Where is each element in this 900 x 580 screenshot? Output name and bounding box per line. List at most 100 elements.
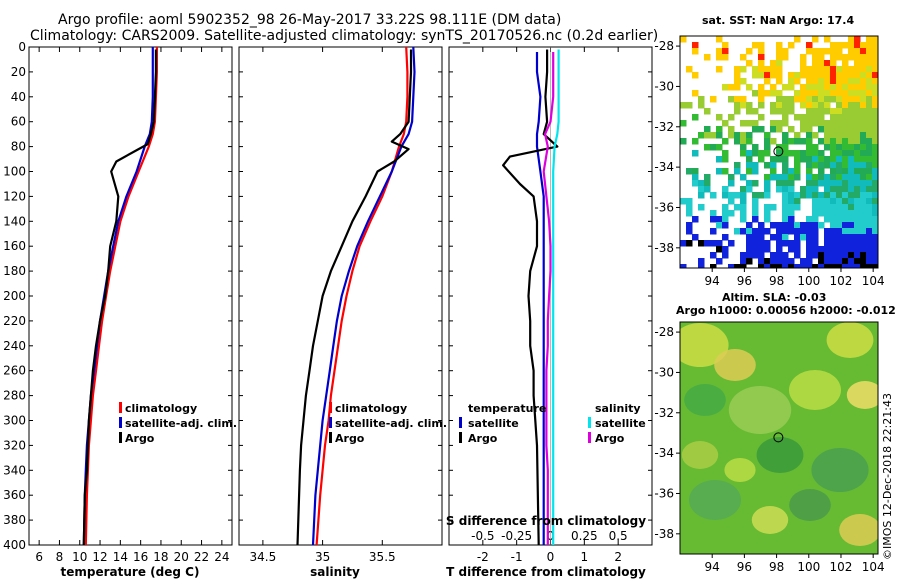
sst-cell xyxy=(836,216,843,223)
sst-cell xyxy=(776,246,783,253)
sst-cell xyxy=(800,138,807,145)
sst-cell xyxy=(854,252,861,259)
sst-cell xyxy=(872,132,878,139)
sst-cell xyxy=(794,162,801,169)
sst-cell xyxy=(746,162,753,169)
sst-cell xyxy=(860,48,867,55)
sst-cell xyxy=(836,210,843,217)
sst-cell xyxy=(866,120,873,127)
sla-xtick-label: 102 xyxy=(830,560,853,574)
sst-cell xyxy=(818,252,825,259)
sst-cell xyxy=(854,54,861,61)
sst-cell xyxy=(842,102,849,109)
sst-cell xyxy=(752,240,759,247)
sst-cell xyxy=(848,162,855,169)
sst-cell xyxy=(776,240,783,247)
sst-cell xyxy=(866,36,873,43)
sst-cell xyxy=(848,246,855,253)
sst-cell xyxy=(680,36,687,43)
sst-cell xyxy=(824,252,831,259)
sst-cell xyxy=(854,174,861,181)
sst-cell xyxy=(740,150,747,157)
sst-cell xyxy=(788,210,795,217)
ytick-label: 300 xyxy=(3,414,26,428)
sst-cell xyxy=(716,222,723,229)
sst-cell xyxy=(848,84,855,91)
sst-cell xyxy=(866,216,873,223)
sst-cell xyxy=(704,180,711,187)
sst-cell xyxy=(830,156,837,163)
sst-cell xyxy=(842,144,849,151)
sst-cell xyxy=(812,84,819,91)
sla-blob xyxy=(811,448,869,492)
sst-cell xyxy=(824,132,831,139)
sst-cell xyxy=(758,228,765,235)
sst-cell xyxy=(752,144,759,151)
sst-cell xyxy=(866,144,873,151)
sst-cell xyxy=(782,198,789,205)
sst-cell xyxy=(818,168,825,175)
sst-cell xyxy=(836,174,843,181)
sst-cell xyxy=(866,246,873,253)
sst-cell xyxy=(836,228,843,235)
sst-cell xyxy=(764,138,771,145)
sst-cell xyxy=(824,108,831,115)
sst-cell xyxy=(812,132,819,139)
sst-cell xyxy=(836,198,843,205)
sst-cell xyxy=(824,66,831,73)
sst-cell xyxy=(692,72,699,79)
sst-cell xyxy=(812,204,819,211)
sst-cell xyxy=(722,192,729,199)
sst-cell xyxy=(872,108,878,115)
sst-cell xyxy=(824,48,831,55)
sst-cell xyxy=(752,150,759,157)
sst-cell xyxy=(806,252,813,259)
sst-cell xyxy=(872,54,878,61)
sst-cell xyxy=(716,168,723,175)
sst-cell xyxy=(866,234,873,241)
sst-cell xyxy=(698,96,705,103)
sst-cell xyxy=(824,246,831,253)
sst-cell xyxy=(722,48,729,55)
sst-cell xyxy=(854,186,861,193)
sst-cell xyxy=(806,222,813,229)
sst-cell xyxy=(866,126,873,133)
sst-cell xyxy=(692,42,699,49)
sst-cell xyxy=(848,54,855,61)
legend-swatch-climatology xyxy=(329,402,332,413)
sst-cell xyxy=(860,198,867,205)
sst-cell xyxy=(740,192,747,199)
sst-cell xyxy=(842,108,849,115)
sst-cell xyxy=(758,102,765,109)
sst-cell xyxy=(788,216,795,223)
sst-cell xyxy=(836,48,843,55)
sst-cell xyxy=(824,228,831,235)
sst-cell xyxy=(854,42,861,49)
sst-cell xyxy=(728,210,735,217)
sst-cell xyxy=(842,96,849,103)
sst-cell xyxy=(824,264,831,268)
sla-map-title: Altim. SLA: -0.03 xyxy=(722,291,827,304)
sst-cell xyxy=(680,264,687,268)
sst-cell xyxy=(806,120,813,127)
sst-cell xyxy=(872,198,878,205)
sst-cell xyxy=(764,240,771,247)
sst-cell xyxy=(728,180,735,187)
sst-cell xyxy=(824,216,831,223)
sst-cell xyxy=(794,204,801,211)
legend-label-t-satellite: satellite xyxy=(468,417,519,430)
sst-cell xyxy=(860,240,867,247)
sst-cell xyxy=(812,150,819,157)
sst-cell xyxy=(806,114,813,121)
sst-cell xyxy=(788,186,795,193)
sst-cell xyxy=(872,60,878,67)
sla-map-frame xyxy=(679,321,879,555)
sst-cell xyxy=(854,240,861,247)
sst-cell xyxy=(854,210,861,217)
sst-cell xyxy=(794,240,801,247)
sst-cell xyxy=(830,228,837,235)
sst-cell xyxy=(746,108,753,115)
sst-cell xyxy=(824,138,831,145)
sst-cell xyxy=(818,84,825,91)
sst-cell xyxy=(752,192,759,199)
